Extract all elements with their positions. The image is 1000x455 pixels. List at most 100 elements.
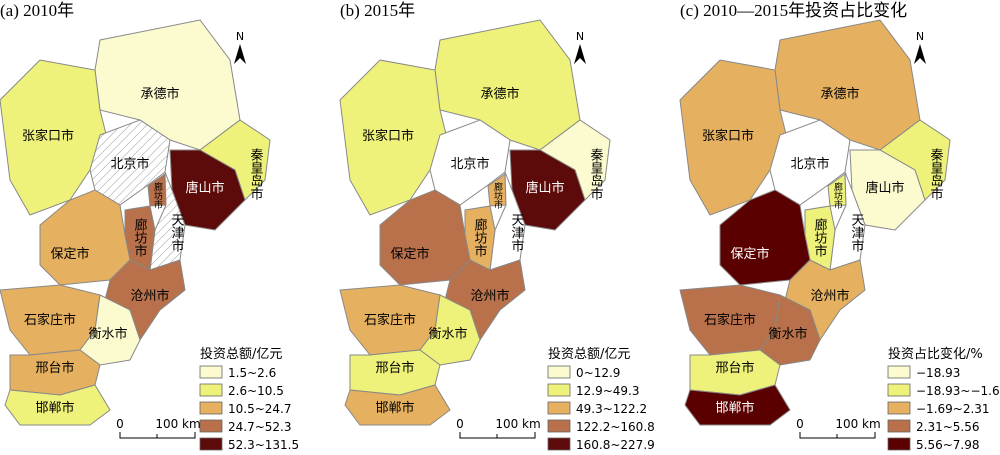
legend-swatch <box>887 419 911 433</box>
region-label: 邢台市 <box>715 360 754 376</box>
legend-swatch <box>547 437 571 451</box>
region <box>89 119 171 206</box>
region <box>4 384 111 426</box>
legend-label: 52.3~131.5 <box>228 438 299 451</box>
region-label: 北京市 <box>450 156 489 172</box>
region-label: 石家庄市 <box>364 312 416 328</box>
north-arrow <box>574 44 586 64</box>
region-label: 保定市 <box>730 246 769 262</box>
legend-swatch <box>199 419 223 433</box>
region-label: 邯郸市 <box>375 400 414 416</box>
north-arrow <box>234 44 246 64</box>
region-label: 唐山市 <box>185 180 224 196</box>
region-label: 邯郸市 <box>715 400 754 416</box>
scale-bar <box>799 432 876 439</box>
legend-label: 24.7~52.3 <box>228 420 292 434</box>
scale-zero: 0 <box>456 417 464 431</box>
scale-zero: 0 <box>116 417 124 431</box>
legend-title: 投资总额/亿元 <box>200 346 282 362</box>
legend-label: 10.5~24.7 <box>228 402 292 416</box>
region-label: 廊坊市 <box>132 217 148 257</box>
region-label: 张家口市 <box>22 128 74 144</box>
map-title: (b) 2015年 <box>340 1 415 20</box>
map-title: (a) 2010年 <box>0 1 74 20</box>
legend-swatch <box>199 401 223 415</box>
region-label: 廊坊市 <box>832 181 843 210</box>
scale-distance: 100 km <box>495 417 540 431</box>
scale-bar <box>459 432 536 439</box>
region <box>684 384 791 426</box>
legend-swatch <box>887 383 911 397</box>
region-label: 沧州市 <box>130 288 169 304</box>
legend-label: −18.93~−1.69 <box>916 384 1000 398</box>
region-label: 唐山市 <box>865 180 904 196</box>
north-arrow <box>914 44 926 64</box>
region-label: 衡水市 <box>768 326 807 342</box>
legend-label: 2.31~5.56 <box>916 420 980 434</box>
region-label: 唐山市 <box>525 180 564 196</box>
region-label: 秦皇岛市 <box>588 148 604 200</box>
region <box>429 119 511 206</box>
region-label: 邢台市 <box>35 360 74 376</box>
legend-swatch <box>887 365 911 379</box>
region-label: 北京市 <box>110 156 149 172</box>
legend-label: 1.5~2.6 <box>228 366 276 380</box>
region-label: 秦皇岛市 <box>248 148 264 200</box>
scale-zero: 0 <box>796 417 804 431</box>
legend-label: 5.56~7.98 <box>916 438 980 451</box>
legend-swatch <box>887 401 911 415</box>
region-label: 沧州市 <box>810 288 849 304</box>
region-label: 天津市 <box>509 213 525 252</box>
legend-swatch <box>547 401 571 415</box>
scale-distance: 100 km <box>835 417 880 431</box>
region <box>39 189 131 286</box>
region-label: 天津市 <box>849 213 865 252</box>
region-label: 沧州市 <box>470 288 509 304</box>
legend-swatch <box>199 365 223 379</box>
region-label: 保定市 <box>390 246 429 262</box>
legend-swatch <box>199 383 223 397</box>
scale-distance: 100 km <box>155 417 200 431</box>
region-label: 承德市 <box>820 86 859 102</box>
region-label: 北京市 <box>790 156 829 172</box>
region <box>759 294 821 366</box>
north-label: N <box>236 30 244 43</box>
region <box>769 119 851 206</box>
legend-swatch <box>547 419 571 433</box>
legend-label: −18.93 <box>916 366 960 380</box>
region-label: 邢台市 <box>375 360 414 376</box>
scale-bar <box>119 432 196 439</box>
legend-title: 投资总额/亿元 <box>548 346 630 362</box>
region <box>344 384 451 426</box>
legend-label: 122.2~160.8 <box>576 420 655 434</box>
legend-label: 12.9~49.3 <box>576 384 640 398</box>
region-label: 廊坊市 <box>812 217 828 257</box>
region-label: 秦皇岛市 <box>928 148 944 200</box>
legend-swatch <box>887 437 911 451</box>
legend-swatch <box>199 437 223 451</box>
north-label: N <box>576 30 584 43</box>
region-label: 廊坊市 <box>152 181 163 210</box>
region-label: 邯郸市 <box>35 400 74 416</box>
legend-label: 49.3~122.2 <box>576 402 647 416</box>
legend-title: 投资占比变化/% <box>888 346 983 362</box>
region-label: 承德市 <box>480 86 519 102</box>
region <box>379 189 471 286</box>
legend-label: 160.8~227.9 <box>576 438 655 451</box>
region-label: 廊坊市 <box>492 181 503 210</box>
region-label: 石家庄市 <box>704 312 756 328</box>
region <box>419 294 481 366</box>
region-label: 承德市 <box>140 86 179 102</box>
legend-label: 0~12.9 <box>576 366 620 380</box>
region-label: 天津市 <box>169 213 185 252</box>
legend-swatch <box>547 383 571 397</box>
north-label: N <box>916 30 924 43</box>
legend-label: −1.69~2.31 <box>916 402 990 416</box>
region-label: 石家庄市 <box>24 312 76 328</box>
region-label: 衡水市 <box>428 326 467 342</box>
map-title: (c) 2010—2015年投资占比变化 <box>680 1 907 20</box>
legend-label: 2.6~10.5 <box>228 384 284 398</box>
